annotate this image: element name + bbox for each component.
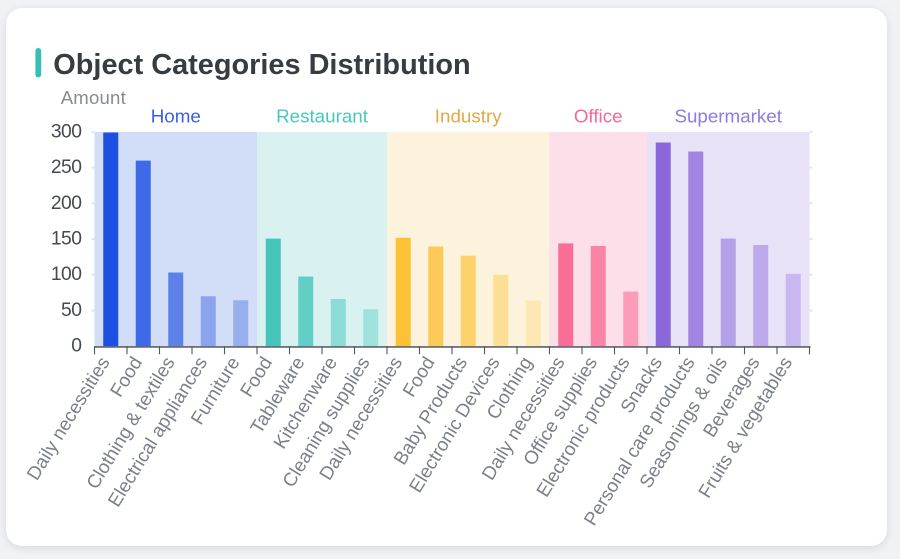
svg-text:Restaurant: Restaurant bbox=[276, 105, 369, 126]
svg-text:Industry: Industry bbox=[435, 105, 502, 126]
svg-text:50: 50 bbox=[61, 300, 81, 321]
svg-text:200: 200 bbox=[51, 193, 82, 214]
svg-text:250: 250 bbox=[51, 157, 82, 178]
svg-text:Office: Office bbox=[574, 105, 623, 126]
svg-text:300: 300 bbox=[51, 121, 82, 142]
svg-text:100: 100 bbox=[51, 264, 82, 285]
svg-text:150: 150 bbox=[51, 229, 82, 250]
svg-text:Amount: Amount bbox=[61, 87, 127, 108]
svg-text:0: 0 bbox=[71, 336, 81, 357]
svg-text:Home: Home bbox=[151, 105, 201, 126]
svg-text:Object Categories Distribution: Object Categories Distribution bbox=[53, 49, 470, 81]
svg-text:Supermarket: Supermarket bbox=[674, 105, 782, 126]
